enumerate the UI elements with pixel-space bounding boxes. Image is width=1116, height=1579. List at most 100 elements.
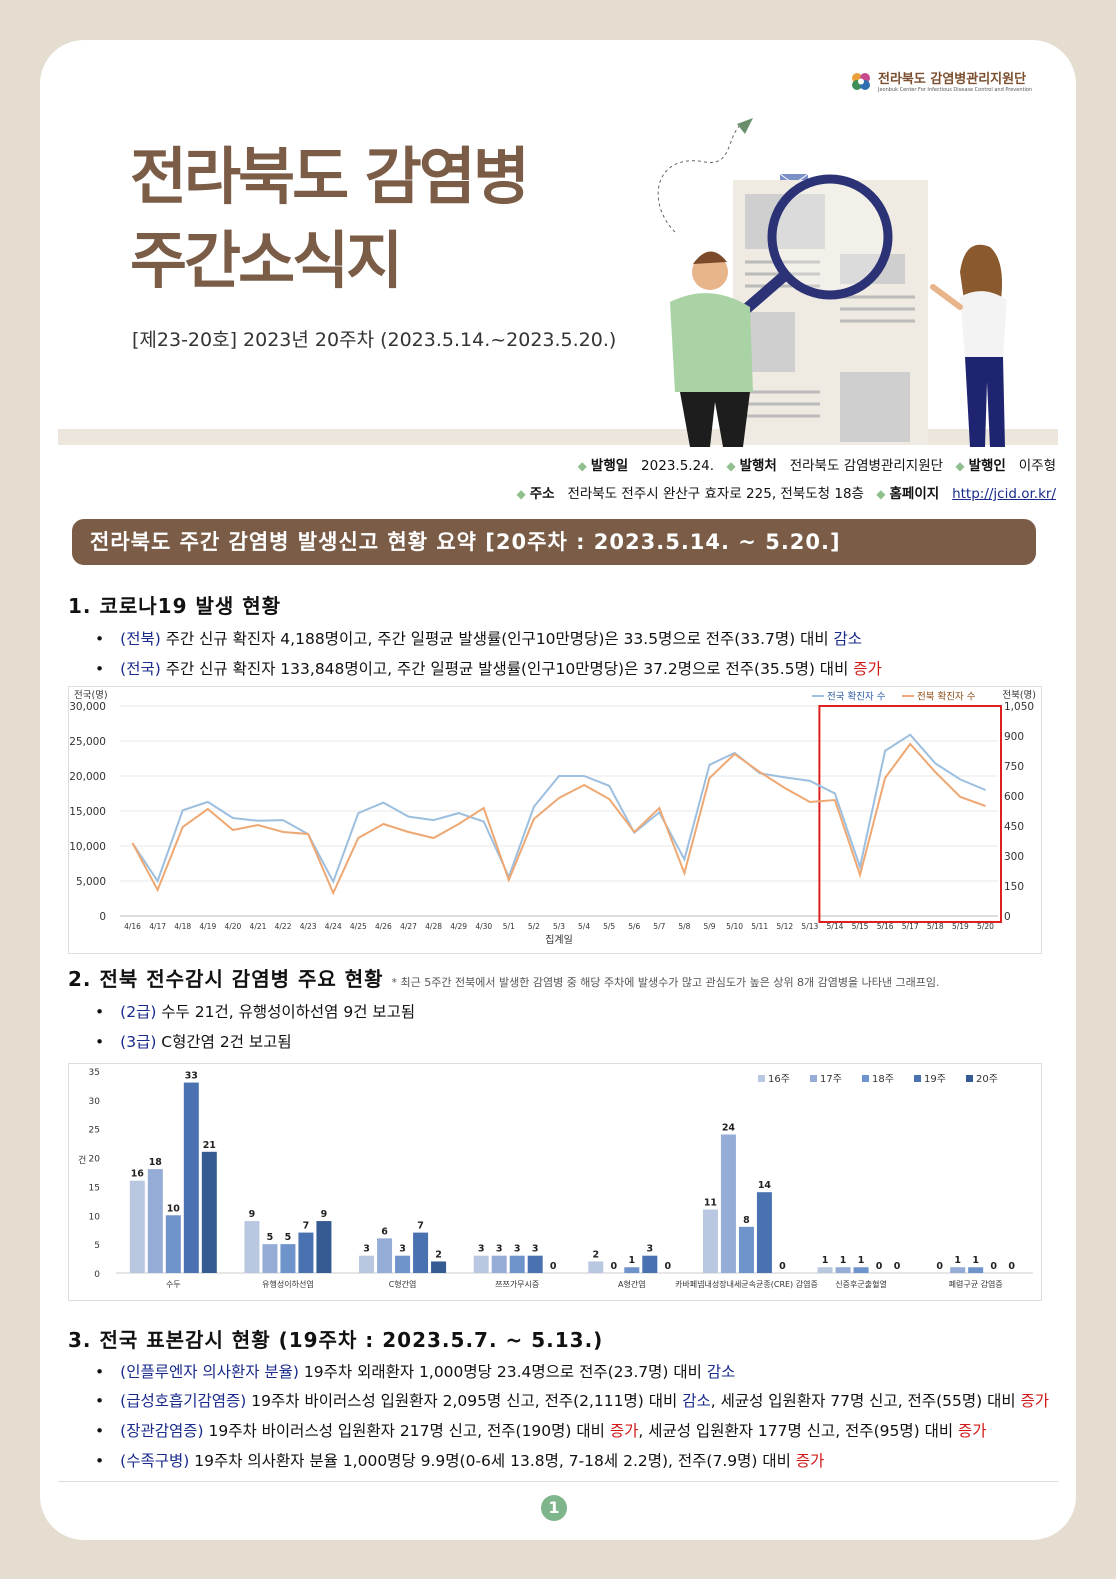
x-tick: 5/5	[603, 922, 615, 931]
legend-label: 전국 확진자 수	[827, 691, 886, 703]
legend-swatch	[966, 1075, 973, 1082]
x-tick: 5/10	[726, 922, 743, 931]
x-tick: 4/30	[475, 922, 492, 931]
bar	[702, 1209, 718, 1273]
y-axis-label-left: 전국(명)	[74, 690, 108, 701]
bar	[129, 1180, 145, 1273]
bar-value-label: 3	[532, 1244, 539, 1255]
bar	[298, 1232, 314, 1273]
x-tick: 쯔쯔가무시증	[495, 1280, 539, 1289]
bar-value-label: 1	[954, 1255, 961, 1266]
y-tick-right: 450	[1004, 821, 1024, 833]
bar-value-label: 3	[399, 1244, 406, 1255]
bar	[835, 1267, 851, 1273]
x-tick: 유행성이하선염	[262, 1279, 314, 1289]
x-tick: 4/22	[275, 922, 292, 931]
bar	[316, 1221, 332, 1273]
publisher-label: 발행처	[739, 458, 777, 474]
bar	[509, 1255, 525, 1273]
bar	[588, 1261, 604, 1273]
y-tick-right: 900	[1004, 731, 1024, 743]
y-tick: 15	[89, 1183, 100, 1193]
bar	[395, 1255, 411, 1273]
y-tick-left: 5,000	[76, 876, 106, 888]
enteric-bullet: (장관감염증) 19주차 바이러스성 입원환자 217명 신고, 전주(190명…	[95, 1419, 986, 1441]
org-logo-block: 전라북도 감염병관리지원단 Jeonbuk Center For Infecti…	[850, 68, 1032, 93]
x-tick: 5/6	[628, 922, 640, 931]
x-tick: 4/24	[325, 922, 342, 931]
bar-value-label: 0	[876, 1261, 883, 1272]
grade3-bullet: (3급) C형간염 2건 보고됨	[95, 1030, 292, 1052]
bar-value-label: 1	[840, 1255, 847, 1266]
covid-line-chart: 0 5,000 10,000 15,000 20,000 25,000 30,000 0 150…	[68, 686, 1042, 954]
legend-swatch	[862, 1075, 869, 1082]
diamond-icon: ◆	[577, 459, 587, 473]
bar-value-label: 16	[131, 1169, 145, 1180]
x-tick: 5/2	[528, 922, 540, 931]
homepage-link[interactable]: http://jcid.or.kr/	[952, 486, 1056, 502]
bar	[431, 1261, 447, 1273]
y-tick-right: 150	[1004, 881, 1024, 893]
y-tick: 25	[89, 1126, 100, 1136]
paper-plane-icon	[737, 118, 753, 134]
bar	[280, 1244, 296, 1273]
newsletter-page: 전라북도 감염병관리지원단 Jeonbuk Center For Infecti…	[40, 40, 1076, 1540]
org-subtitle: Jeonbuk Center For Infectious Disease Co…	[878, 87, 1033, 93]
bar-value-label: 10	[167, 1203, 181, 1214]
x-tick: 5/13	[801, 922, 818, 931]
influenza-bullet: (인플루엔자 의사환자 분율) 19주차 외래환자 1,000명당 23.4명으…	[95, 1360, 735, 1382]
bar-value-label: 14	[758, 1180, 772, 1191]
bar	[147, 1169, 163, 1273]
legend-label: 18주	[872, 1074, 894, 1085]
x-tick: 5/15	[852, 922, 869, 931]
x-tick: 4/20	[224, 922, 241, 931]
y-tick: 10	[89, 1212, 101, 1222]
x-tick: 폐렴구균 감염증	[949, 1279, 1003, 1289]
bar-value-label: 24	[722, 1122, 736, 1133]
chart-frame	[68, 1063, 1042, 1301]
grade2-bullet: (2급) 수두 21건, 유행성이하선염 9건 보고됨	[95, 1000, 415, 1022]
bar	[201, 1151, 217, 1273]
x-axis-label: 집계일	[545, 934, 573, 946]
bar-value-label: 2	[593, 1249, 600, 1260]
bar	[413, 1232, 429, 1273]
bar	[642, 1255, 658, 1273]
bar-value-label: 0	[936, 1261, 943, 1272]
bar	[624, 1267, 640, 1273]
y-axis-label-right: 전북(명)	[1002, 690, 1036, 701]
x-tick: 4/25	[350, 922, 367, 931]
y-tick: 20	[89, 1155, 101, 1165]
x-tick: 카바페넴내성장내세균속균종(CRE) 감염증	[675, 1279, 818, 1289]
x-tick: 5/16	[877, 922, 894, 931]
x-tick: 5/20	[977, 922, 994, 931]
legend-label: 17주	[820, 1074, 842, 1085]
legend-label: 16주	[768, 1074, 790, 1085]
bar	[720, 1134, 736, 1273]
y-tick-left: 0	[99, 911, 106, 923]
bar	[853, 1267, 869, 1273]
y-tick: 0	[94, 1270, 100, 1280]
bar-value-label: 2	[435, 1249, 442, 1260]
x-tick: A형간염	[618, 1279, 646, 1289]
bar	[738, 1226, 754, 1273]
bar	[817, 1267, 833, 1273]
x-tick: 5/19	[952, 922, 969, 931]
y-tick: 5	[94, 1241, 100, 1251]
bar	[165, 1215, 181, 1273]
title-line-2: 주간소식지	[130, 224, 403, 297]
x-tick: 5/12	[776, 922, 793, 931]
bar	[244, 1221, 260, 1273]
bar-value-label: 0	[550, 1261, 557, 1272]
section-2-heading: 2. 전북 전수감시 감염병 주요 현황 * 최근 5주간 전북에서 발생한 감염…	[68, 967, 940, 991]
bar	[473, 1255, 489, 1273]
covid-jeonbuk-bullet: (전북) 주간 신규 확진자 4,188명이고, 주간 일평균 발생률(인구10…	[95, 627, 862, 649]
x-tick: 5/9	[703, 922, 715, 931]
bar	[359, 1255, 375, 1273]
bar-value-label: 0	[779, 1261, 786, 1272]
x-tick: 5/18	[927, 922, 944, 931]
x-tick: 5/14	[827, 922, 844, 931]
bar-value-label: 21	[203, 1140, 216, 1151]
y-tick-left: 10,000	[69, 841, 106, 853]
legend-swatch	[914, 1075, 921, 1082]
org-logo-icon	[852, 72, 870, 90]
